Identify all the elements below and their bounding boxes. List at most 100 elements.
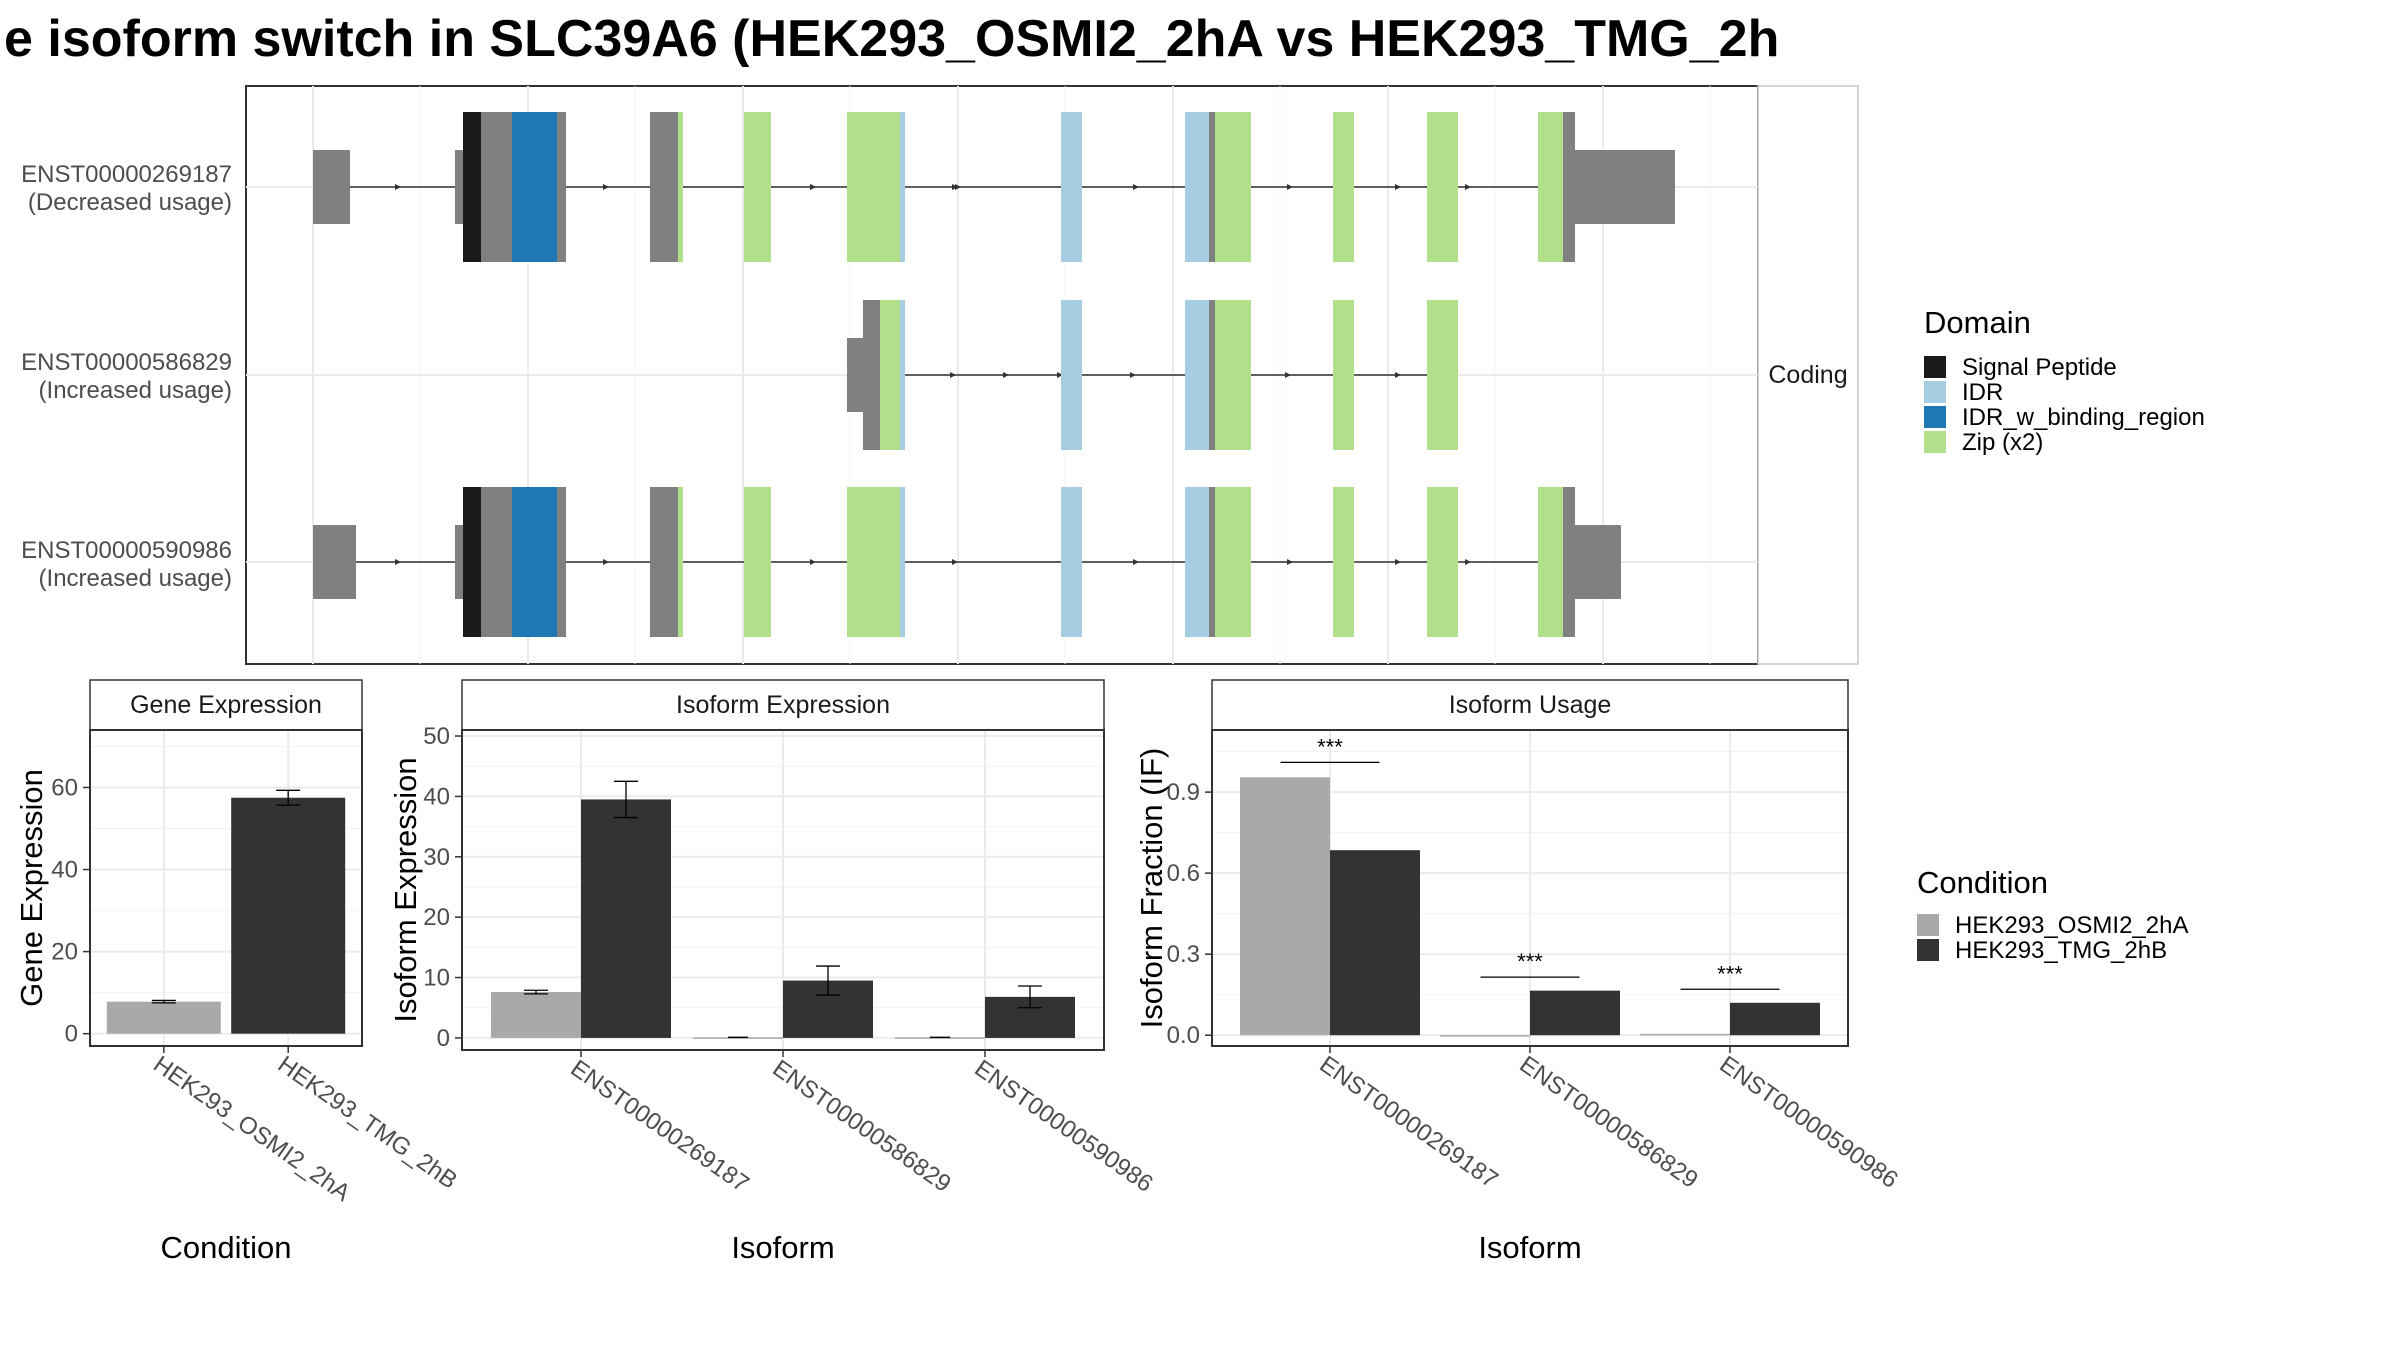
intron-arrow <box>1465 559 1471 565</box>
legend-key-idr-binding <box>1924 406 1946 428</box>
panel-title: Isoform Expression <box>676 691 890 719</box>
x-axis-title: Isoform <box>731 1230 834 1265</box>
utr-exon <box>1575 150 1675 224</box>
zip-domain <box>1215 112 1251 262</box>
legend-key-signal-peptide <box>1924 356 1946 378</box>
intron-arrow <box>950 372 956 378</box>
y-tick-label: 50 <box>423 723 450 750</box>
cds-exon <box>1209 487 1215 637</box>
condition-legend-title: Condition <box>1917 865 2048 900</box>
intron-arrow <box>1395 372 1401 378</box>
y-tick-label: 40 <box>423 783 450 810</box>
signal-peptide-domain <box>463 112 481 262</box>
y-tick-label: 40 <box>51 857 78 884</box>
utr-exon <box>847 338 866 412</box>
idr-domain <box>1185 300 1209 450</box>
bar-panel-3: Isoform Usage 0.0 0.3 0.6 0.9 *** *** *** ENST00… <box>1134 679 1903 1265</box>
panel-strip <box>1211 679 1849 731</box>
y-tick-label: 20 <box>51 939 78 966</box>
intron-arrow <box>395 559 401 565</box>
intron-arrow <box>1465 184 1471 190</box>
transcript-label-1-usage: (Decreased usage) <box>28 189 232 216</box>
cds-exon <box>557 112 566 262</box>
intron-arrow <box>1003 372 1009 378</box>
bar <box>106 1001 221 1034</box>
bar <box>1240 777 1330 1036</box>
x-tick-label: HEK293_OSMI2_2hA <box>148 1051 355 1207</box>
bar <box>491 992 581 1038</box>
panel-title: Gene Expression <box>130 691 322 719</box>
figure-title: e isoform switch in SLC39A6 (HEK293_OSMI… <box>4 10 1779 68</box>
bar <box>693 1037 783 1039</box>
utr-exon <box>455 525 465 599</box>
legend-label-zip: Zip (x2) <box>1962 429 2043 456</box>
zip-domain <box>744 112 771 262</box>
zip-domain <box>1427 112 1458 262</box>
x-tick-label: ENST00000586829 <box>1515 1051 1703 1194</box>
transcript-structure-panel: Coding ENST00000269187 (Decreased usage)… <box>21 85 1859 665</box>
intron-arrow <box>1285 372 1291 378</box>
bar <box>1440 1035 1530 1037</box>
cds-exon <box>557 487 566 637</box>
idr-domain <box>1185 487 1209 637</box>
zip-domain <box>1333 487 1354 637</box>
x-tick-label: ENST00000590986 <box>970 1055 1158 1198</box>
y-axis-title: Gene Expression <box>14 769 49 1007</box>
zip-domain <box>1215 300 1251 450</box>
significance-label: *** <box>1517 949 1543 974</box>
transcript-label-3-id: ENST00000590986 <box>21 537 232 564</box>
utr-exon <box>313 150 350 224</box>
y-axis-title: Isoform Fraction (IF) <box>1134 748 1169 1029</box>
bar <box>1640 1033 1730 1036</box>
intron-arrow <box>603 559 609 565</box>
idr-binding-domain <box>512 112 557 262</box>
zip-domain <box>1333 300 1354 450</box>
y-tick-label: 0 <box>437 1025 450 1052</box>
condition-legend: Condition HEK293_OSMI2_2hA HEK293_TMG_2h… <box>1917 865 2188 964</box>
legend-key-cond-b <box>1917 939 1939 961</box>
intron-arrow <box>1395 559 1401 565</box>
intron-arrow <box>1130 372 1136 378</box>
cds-exon <box>481 112 512 262</box>
x-tick-label: ENST00000269187 <box>1315 1051 1503 1194</box>
idr-domain <box>900 300 905 450</box>
legend-label-idr-binding: IDR_w_binding_region <box>1962 404 2205 431</box>
domain-legend: Domain Signal Peptide IDR IDR_w_binding_… <box>1924 305 2205 456</box>
idr-domain <box>1061 112 1082 262</box>
y-tick-label: 0 <box>65 1021 78 1048</box>
idr-domain <box>900 112 905 262</box>
zip-domain <box>880 300 900 450</box>
zip-domain <box>1215 487 1251 637</box>
bar-panel-2: Isoform Expression 0 10 20 30 40 50 ENST0000026… <box>388 679 1158 1265</box>
y-tick-label: 60 <box>51 774 78 801</box>
y-tick-label: 0.3 <box>1167 941 1200 968</box>
panel-title: Isoform Usage <box>1449 691 1612 719</box>
intron-arrow <box>1287 184 1293 190</box>
intron-arrow <box>1133 559 1139 565</box>
structure-facet-strip <box>1757 85 1859 665</box>
structure-facet-label: Coding <box>1768 361 1847 389</box>
idr-domain <box>900 487 905 637</box>
y-tick-label: 0.9 <box>1167 779 1200 806</box>
idr-domain <box>1061 487 1082 637</box>
x-tick-label: ENST00000590986 <box>1715 1051 1903 1194</box>
cds-exon <box>650 487 678 637</box>
intron-arrow <box>810 184 816 190</box>
zip-domain <box>1427 300 1458 450</box>
bar-chart-panels: Gene Expression0204060HEK293_OSMI2_2hAHE… <box>14 679 1903 1265</box>
bar <box>581 799 671 1038</box>
transcript-label-3-usage: (Increased usage) <box>39 565 232 592</box>
x-tick-label: ENST00000586829 <box>768 1055 956 1198</box>
zip-domain <box>1538 487 1563 637</box>
intron-arrow <box>1133 184 1139 190</box>
legend-label-idr: IDR <box>1962 379 2003 406</box>
intron-arrow <box>603 184 609 190</box>
legend-key-idr <box>1924 381 1946 403</box>
zip-domain <box>1427 487 1458 637</box>
y-tick-label: 0.6 <box>1167 860 1200 887</box>
transcript-label-1-id: ENST00000269187 <box>21 161 232 188</box>
y-tick-label: 30 <box>423 844 450 871</box>
zip-domain <box>744 487 771 637</box>
legend-label-signal-peptide: Signal Peptide <box>1962 354 2117 381</box>
